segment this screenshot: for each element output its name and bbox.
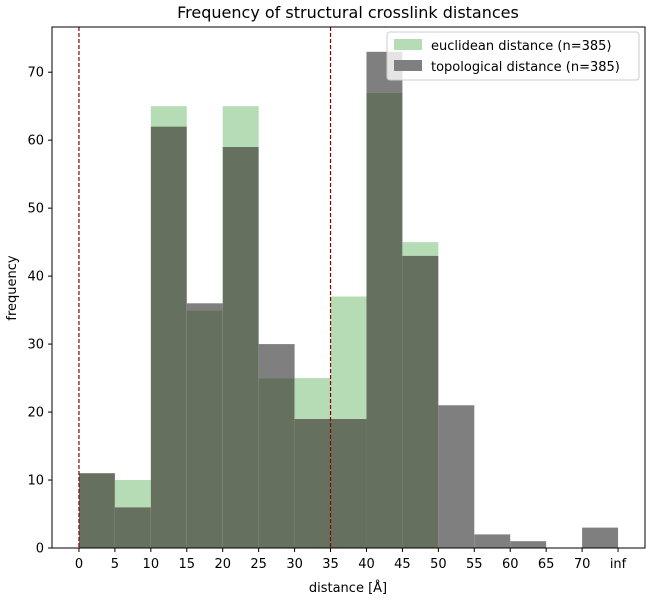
bar-overlap: [78, 473, 115, 548]
reference-lines: [78, 27, 332, 548]
y-axis-label: frequency: [5, 255, 20, 321]
legend-label-euclidean: euclidean distance (n=385): [431, 39, 612, 54]
legend-box: [386, 31, 640, 81]
x-tick-label: 35: [322, 557, 339, 572]
x-tick-label: 0: [75, 557, 83, 572]
bar-overlap: [114, 507, 151, 548]
x-axis-label: distance [Å]: [309, 580, 387, 596]
bar-euclidean: [150, 106, 187, 127]
y-tick-label: 60: [27, 134, 44, 149]
x-tick-label: 30: [286, 557, 303, 572]
y-tick-label: 70: [27, 66, 44, 81]
bar-overlap: [330, 418, 367, 548]
bar-overlap: [366, 92, 403, 549]
bar-topological: [258, 344, 295, 379]
y-axis-ticks: 0 10 20 30 40 50 60 70: [27, 66, 52, 557]
bar-euclidean: [330, 296, 367, 419]
bar-overlap: [222, 146, 259, 548]
x-tick-label: 15: [178, 557, 195, 572]
y-tick-label: 40: [27, 270, 44, 285]
y-tick-label: 10: [27, 474, 44, 489]
x-tick-label: 55: [466, 557, 483, 572]
bar-euclidean: [294, 378, 331, 419]
x-tick-label: 10: [143, 557, 160, 572]
x-tick-label: inf: [610, 557, 627, 572]
bar-euclidean: [222, 106, 259, 147]
x-tick-label: 25: [250, 557, 267, 572]
bars-layer: [78, 51, 619, 549]
y-tick-label: 30: [27, 338, 44, 353]
legend-swatch-euclidean: [394, 39, 422, 50]
y-tick-label: 20: [27, 406, 44, 421]
bar-topological: [186, 303, 223, 311]
x-axis-ticks: 0 5 10 15 20 25 30 35 40 45 50 55 60 65 70 inf: [75, 548, 627, 572]
x-tick-label: 70: [574, 557, 591, 572]
bar-topological: [474, 534, 511, 548]
bar-overlap: [294, 418, 331, 548]
y-tick-label: 50: [27, 202, 44, 217]
bar-overlap: [186, 310, 223, 548]
x-tick-label: 60: [502, 557, 519, 572]
legend: euclidean distance (n=385) topological d…: [386, 31, 640, 81]
bar-overlap: [402, 255, 439, 548]
x-tick-label: 40: [358, 557, 375, 572]
bar-euclidean: [402, 242, 439, 256]
bar-euclidean: [114, 480, 151, 508]
bar-topological: [582, 527, 619, 548]
plot-frame: [51, 26, 646, 549]
bar-overlap: [150, 126, 187, 549]
legend-swatch-topological: [394, 60, 422, 71]
x-tick-label: 50: [430, 557, 447, 572]
legend-label-topological: topological distance (n=385): [431, 60, 620, 75]
bar-topological: [438, 405, 475, 548]
x-tick-label: 65: [538, 557, 555, 572]
x-tick-label: 5: [111, 557, 119, 572]
bar-topological: [510, 541, 547, 548]
y-tick-label: 0: [36, 542, 44, 557]
x-tick-label: 20: [214, 557, 231, 572]
chart-title: Frequency of structural crosslink distan…: [177, 3, 519, 22]
bar-overlap: [258, 378, 295, 548]
x-tick-label: 45: [394, 557, 411, 572]
